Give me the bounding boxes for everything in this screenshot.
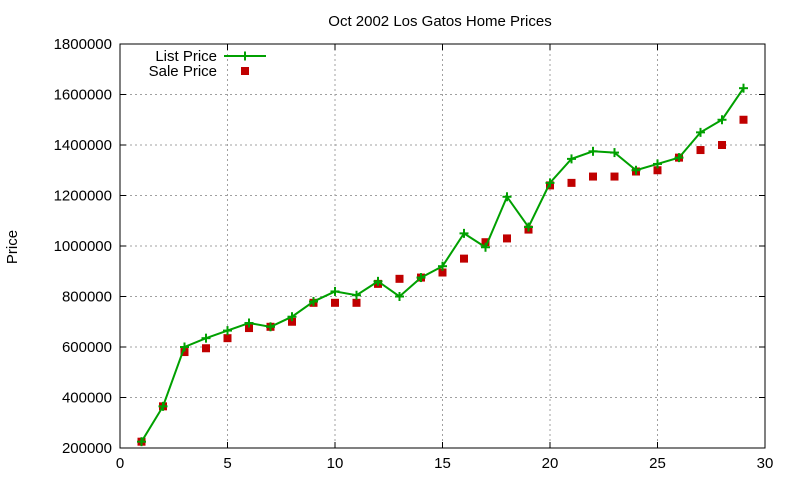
list-price-point — [545, 178, 555, 188]
sale-price-point — [202, 344, 210, 353]
list-price-point — [739, 83, 748, 93]
sale-price-point — [180, 348, 189, 357]
sale-price-point — [245, 324, 253, 333]
sale-price-point — [288, 317, 296, 326]
x-tick-label: 0 — [116, 455, 124, 472]
y-tick-label: 1800000 — [54, 36, 112, 53]
axis-ticks: 0 5 10 15 20 25 30 200000 400000 600000 800000 1000… — [54, 36, 774, 472]
list-price-point — [416, 273, 426, 283]
list-price-point — [653, 159, 662, 169]
list-price-point — [717, 115, 727, 125]
y-tick-label: 400000 — [62, 390, 112, 407]
chart-title: Oct 2002 Los Gatos Home Prices — [328, 13, 551, 30]
list-price-point — [201, 333, 211, 343]
list-price-point — [696, 127, 705, 137]
sale-price-point — [610, 172, 619, 181]
y-tick-label: 1400000 — [54, 137, 112, 154]
list-price-point — [631, 165, 641, 175]
list-price-point — [137, 437, 146, 447]
y-tick-label: 1200000 — [54, 188, 112, 205]
list-price-point — [373, 276, 383, 286]
list-price-point — [502, 192, 512, 202]
x-tick-label: 15 — [434, 455, 451, 472]
sale-price-point — [223, 334, 232, 343]
x-tick-label: 10 — [327, 455, 344, 472]
list-price-point — [244, 318, 254, 328]
y-tick-label: 200000 — [62, 440, 112, 457]
list-price-point — [352, 290, 361, 300]
y-tick-label: 800000 — [62, 289, 112, 306]
list-price-point — [330, 286, 340, 296]
sale-price-point — [567, 178, 576, 187]
sale-price-point — [696, 146, 705, 155]
x-tick-label: 25 — [649, 455, 666, 472]
series-layer — [137, 83, 748, 447]
legend-label-sale-price: Sale Price — [149, 63, 217, 80]
grid — [120, 44, 765, 448]
list-price-point — [309, 297, 318, 307]
list-price-point — [674, 153, 684, 163]
list-price-point — [395, 292, 404, 301]
list-price-point — [481, 242, 490, 252]
sale-price-point — [460, 254, 468, 263]
sale-price-point — [331, 298, 339, 307]
list-price-point — [158, 401, 168, 411]
x-tick-label: 20 — [542, 455, 559, 472]
list-price-point — [438, 261, 447, 271]
list-price-point — [524, 222, 533, 232]
sale-price-point — [589, 172, 597, 181]
sale-price-point — [395, 274, 404, 283]
legend-marker-list-price — [240, 51, 250, 61]
sale-price-point — [718, 141, 726, 149]
legend-marker-sale-price — [241, 67, 249, 75]
list-price-point — [223, 326, 232, 336]
sale-price-point — [503, 234, 511, 243]
y-tick-label: 600000 — [62, 339, 112, 356]
sale-price-point — [352, 298, 361, 307]
x-tick-label: 30 — [757, 455, 774, 472]
list-price-point — [588, 146, 598, 156]
sale-price-point — [481, 238, 490, 247]
list-price-point — [287, 312, 297, 322]
legend-label-list-price: List Price — [155, 48, 217, 65]
list-price-point — [266, 322, 275, 332]
sale-price-point — [739, 115, 748, 124]
y-tick-label: 1000000 — [54, 238, 112, 255]
list-price-point — [610, 148, 619, 158]
x-tick-label: 5 — [223, 455, 231, 472]
y-axis-label: Price — [4, 230, 21, 264]
sale-price-point — [653, 166, 662, 175]
y-tick-label: 1600000 — [54, 87, 112, 104]
list-price-point — [567, 154, 576, 164]
list-price-point — [180, 342, 189, 352]
list-price-point — [459, 228, 469, 238]
sale-price-point — [438, 268, 447, 277]
